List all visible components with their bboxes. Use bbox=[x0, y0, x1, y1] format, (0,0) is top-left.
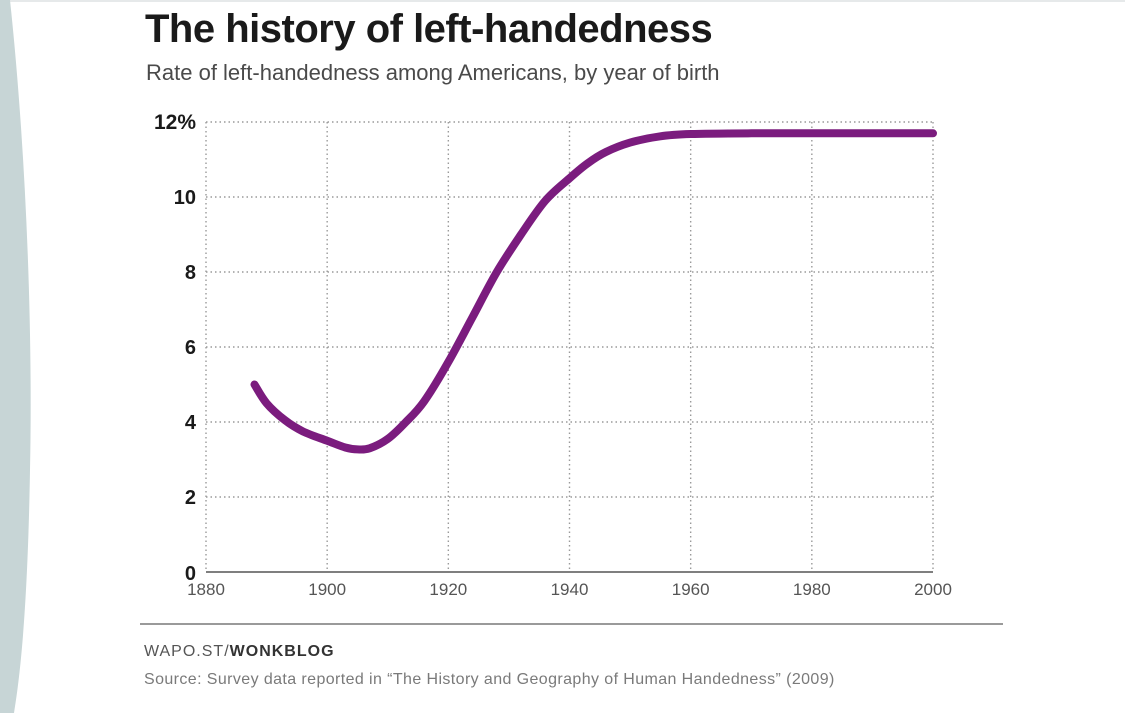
credit-brand: WONKBLOG bbox=[229, 643, 335, 660]
source-note: Source: Survey data reported in “The His… bbox=[144, 671, 835, 688]
footer-rule bbox=[140, 623, 1003, 625]
x-tick-label: 1960 bbox=[672, 580, 710, 599]
top-rule bbox=[0, 0, 1125, 2]
chart-subtitle: Rate of left-handedness among Americans,… bbox=[146, 60, 720, 85]
x-tick-label: 1940 bbox=[551, 580, 589, 599]
line-chart: 0 2 4 6 8 10 12% 1880 1900 1920 1940 1960 1980 2000 bbox=[154, 111, 952, 599]
side-decoration bbox=[0, 0, 31, 713]
y-tick-label: 12% bbox=[154, 111, 196, 134]
y-tick-label: 2 bbox=[185, 487, 196, 509]
y-tick-label: 4 bbox=[185, 412, 197, 434]
y-tick-label: 10 bbox=[174, 187, 196, 209]
credit-prefix: WAPO.ST/ bbox=[144, 643, 230, 660]
x-tick-label: 1980 bbox=[793, 580, 831, 599]
y-tick-label: 8 bbox=[185, 262, 196, 284]
x-tick-label: 2000 bbox=[914, 580, 952, 599]
chart-title: The history of left-handedness bbox=[145, 7, 713, 51]
y-tick-label: 6 bbox=[185, 337, 196, 359]
x-tick-label: 1880 bbox=[187, 580, 225, 599]
y-tick-label: 0 bbox=[185, 563, 196, 585]
series-line bbox=[250, 129, 937, 454]
x-tick-label: 1900 bbox=[308, 580, 346, 599]
credit-line: WAPO.ST/WONKBLOG bbox=[144, 643, 335, 661]
x-tick-label: 1920 bbox=[429, 580, 467, 599]
